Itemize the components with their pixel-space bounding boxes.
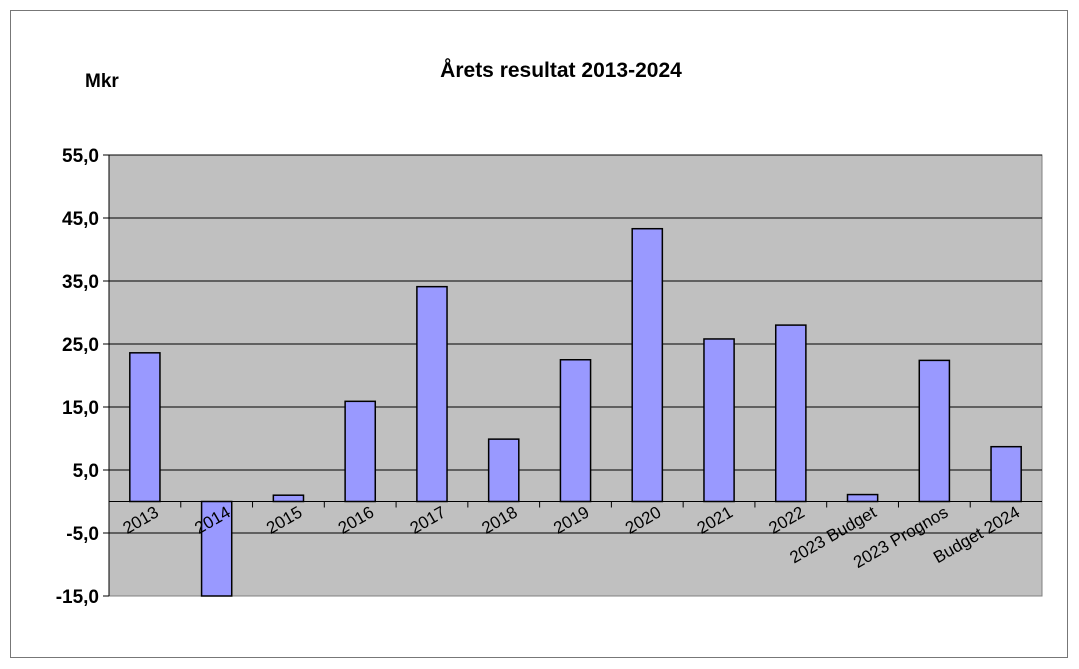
bar-2013 bbox=[129, 352, 161, 503]
y-tick-label: 55,0 bbox=[62, 146, 99, 167]
bar-2018 bbox=[487, 438, 520, 503]
y-tick-label: -5,0 bbox=[66, 524, 99, 545]
y-tick-label: 5,0 bbox=[73, 461, 99, 482]
bar-2021 bbox=[703, 338, 735, 503]
bar-2020 bbox=[631, 227, 664, 503]
y-axis-ticks: -15,0 -5,0 5,0 15,0 25,0 35,0 45,0 55,0 bbox=[56, 146, 109, 608]
bar-2016 bbox=[344, 400, 377, 503]
y-axis-unit-label: Mkr bbox=[85, 71, 119, 92]
y-tick-label: -15,0 bbox=[56, 587, 99, 608]
bar-2023-prognos bbox=[918, 359, 951, 503]
y-tick-label: 15,0 bbox=[62, 398, 99, 419]
bar-2015 bbox=[272, 494, 305, 503]
bar-budget-2024 bbox=[990, 445, 1022, 503]
bar-2017 bbox=[416, 285, 448, 503]
bars bbox=[129, 227, 1022, 597]
y-tick-label: 25,0 bbox=[62, 335, 99, 356]
bar-2014 bbox=[200, 500, 233, 597]
bar-2023-budget bbox=[846, 493, 879, 503]
bar-2022 bbox=[774, 324, 807, 503]
y-tick-label: 35,0 bbox=[62, 272, 99, 293]
chart-title: Årets resultat 2013-2024 bbox=[440, 58, 682, 82]
y-tick-label: 45,0 bbox=[62, 209, 99, 230]
bar-2019 bbox=[559, 359, 592, 503]
